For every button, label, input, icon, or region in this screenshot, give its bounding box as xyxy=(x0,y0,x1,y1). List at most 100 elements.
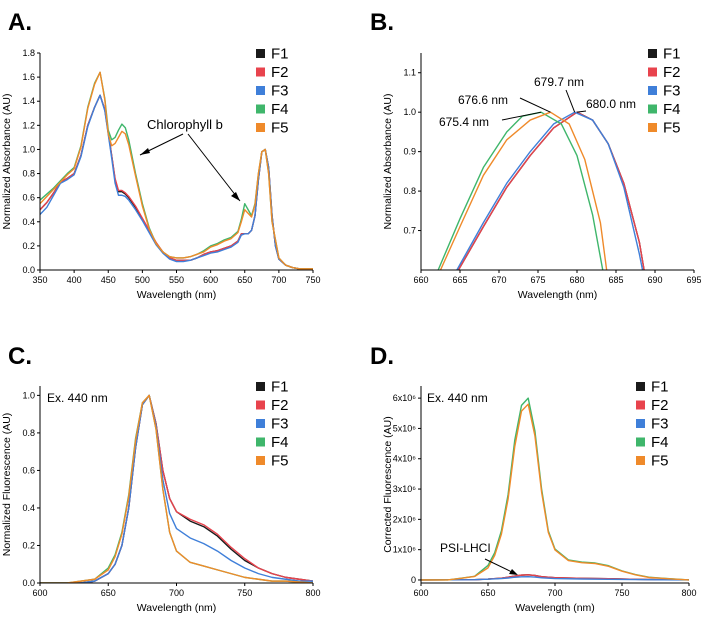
legend-item-f3: F3 xyxy=(256,83,289,100)
x-tick-label: 800 xyxy=(681,588,696,598)
x-tick-label: 500 xyxy=(135,275,150,285)
legend-label: F2 xyxy=(663,64,681,81)
legend-item-f5: F5 xyxy=(636,453,669,470)
annotation-chlorophyll-b: Chlorophyll b xyxy=(139,117,241,202)
legend-label: F2 xyxy=(271,64,289,81)
legend-label: F1 xyxy=(651,379,669,396)
x-tick-label: 550 xyxy=(169,275,184,285)
x-tick-label: 600 xyxy=(203,275,218,285)
peak-pointer xyxy=(576,110,587,113)
x-tick-label: 600 xyxy=(32,588,47,598)
x-tick-label: 450 xyxy=(101,275,116,285)
panel-letter: C. xyxy=(8,343,32,370)
y-tick-label: 0.7 xyxy=(403,226,416,236)
y-tick-label: 0.8 xyxy=(22,428,35,438)
x-tick-label: 690 xyxy=(647,275,662,285)
y-tick-label: 0.6 xyxy=(22,193,35,203)
x-tick-label: 680 xyxy=(569,275,584,285)
legend-label: F5 xyxy=(271,453,289,470)
annotation-text: Chlorophyll b xyxy=(147,117,223,132)
legend-label: F4 xyxy=(271,434,289,451)
panel-letter: B. xyxy=(370,9,394,36)
y-axis-label: Corrected Fluorescence (AU) xyxy=(382,416,394,553)
y-tick-label: 1x10⁶ xyxy=(393,545,417,555)
legend-item-f4: F4 xyxy=(636,434,669,451)
series-line-f5 xyxy=(40,394,313,583)
y-axis-label: Normalized Fluorescence (AU) xyxy=(1,413,13,557)
arrow-head xyxy=(140,148,150,155)
series-group xyxy=(40,394,313,583)
y-tick-label: 0 xyxy=(411,575,416,585)
legend-swatch xyxy=(256,67,265,77)
peak-pointer xyxy=(565,89,576,113)
series-line-f3 xyxy=(421,575,689,581)
peak-label: 679.7 nm xyxy=(534,75,584,89)
legend-label: F3 xyxy=(271,416,289,433)
series-line-f5 xyxy=(421,403,689,581)
x-tick-label: 750 xyxy=(237,588,252,598)
x-axis-label: Wavelength (nm) xyxy=(515,602,595,614)
x-axis-label: Wavelength (nm) xyxy=(518,289,598,301)
legend-item-f5: F5 xyxy=(648,120,681,137)
legend-swatch xyxy=(256,104,265,114)
legend-swatch xyxy=(256,86,265,95)
panel-d: D. 600 650 700 750 800 0 1x10⁶ 2x10⁶ 3x10⁶ 4x10⁶ 5x… xyxy=(370,343,697,614)
annotation-text: PSI-LHCI xyxy=(440,541,491,555)
legend-swatch xyxy=(256,123,265,132)
legend-label: F4 xyxy=(651,434,669,451)
legend-item-f3: F3 xyxy=(636,416,669,433)
x-tick-label: 700 xyxy=(169,588,184,598)
x-tick-label: 650 xyxy=(480,588,495,598)
x-tick-label: 670 xyxy=(491,275,506,285)
series-line-f4 xyxy=(437,111,604,270)
legend-swatch xyxy=(636,456,645,465)
legend-swatch xyxy=(636,400,645,410)
y-tick-label: 1.6 xyxy=(22,72,35,82)
legend-swatch xyxy=(648,49,657,58)
y-tick-label: 0.2 xyxy=(22,241,35,251)
legend-label: F1 xyxy=(271,46,289,63)
legend-item-f1: F1 xyxy=(636,379,669,396)
y-tick-label: 1.4 xyxy=(22,96,35,106)
x-tick-label: 665 xyxy=(452,275,467,285)
legend-label: F5 xyxy=(271,120,289,137)
series-group xyxy=(437,111,645,270)
legend-item-f4: F4 xyxy=(648,101,681,118)
legend-swatch xyxy=(648,123,657,132)
series-group xyxy=(421,397,689,581)
y-tick-label: 0.6 xyxy=(22,465,35,475)
legend-item-f1: F1 xyxy=(256,379,289,396)
panel-a: A. 350 400 450 500 550 600 650 700 750 0.0 0.2 0.4 0.… xyxy=(1,9,321,301)
panel-c: C. 600 650 700 750 800 0.0 0.2 0.4 0.6 0.8 1.0 Wavel… xyxy=(1,343,321,614)
x-tick-label: 700 xyxy=(547,588,562,598)
legend-label: F3 xyxy=(651,416,669,433)
x-tick-label: 350 xyxy=(32,275,47,285)
legend-swatch xyxy=(256,456,265,465)
legend-label: F1 xyxy=(271,379,289,396)
series-line-f2 xyxy=(457,111,645,270)
y-axis-label: Normalized Absorbance (AU) xyxy=(382,94,394,230)
peak-pointer xyxy=(501,111,542,121)
series-line-f5 xyxy=(439,111,608,270)
legend-item-f3: F3 xyxy=(256,416,289,433)
legend-swatch xyxy=(256,49,265,58)
annotation-psi-lhci: PSI-LHCI xyxy=(440,541,518,575)
legend-label: F4 xyxy=(271,101,289,118)
legend-label: F2 xyxy=(651,397,669,414)
x-tick-label: 600 xyxy=(413,588,428,598)
x-tick-label: 695 xyxy=(686,275,701,285)
y-tick-label: 1.0 xyxy=(22,390,35,400)
y-tick-label: 0.4 xyxy=(22,503,35,513)
y-tick-label: 0.8 xyxy=(22,169,35,179)
y-tick-label: 1.0 xyxy=(403,107,416,117)
legend-item-f4: F4 xyxy=(256,101,289,118)
legend-swatch xyxy=(636,382,645,391)
x-tick-label: 685 xyxy=(608,275,623,285)
legend-label: F3 xyxy=(663,83,681,100)
x-tick-label: 800 xyxy=(305,588,320,598)
x-tick-label: 650 xyxy=(101,588,116,598)
series-group xyxy=(40,71,313,270)
